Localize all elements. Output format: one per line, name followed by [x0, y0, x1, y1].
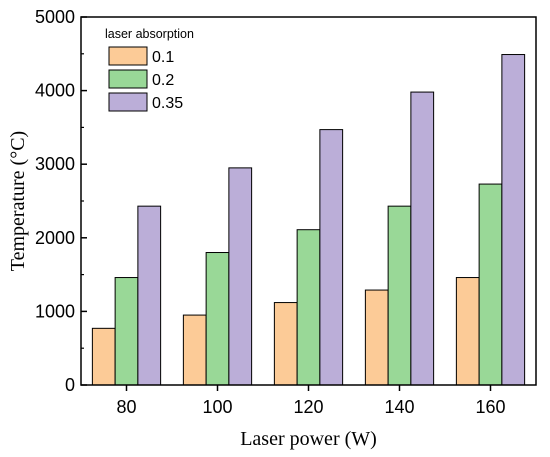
- legend-label-0-35: 0.35: [152, 95, 183, 112]
- y-tick-label-5000: 5000: [35, 7, 75, 27]
- legend-items: 0.1 0.2 0.35: [108, 46, 183, 112]
- bar-0-2-100: [205, 252, 230, 386]
- bar-0-1-160: [455, 277, 480, 386]
- legend: laser absorption 0.1 0.2 0.35: [105, 27, 194, 112]
- bar-0-35-140: [410, 91, 435, 386]
- bar-0-35-80: [137, 205, 162, 386]
- x-axis-title: Laser power (W): [240, 428, 377, 450]
- bar-0-1-100: [182, 314, 207, 386]
- bar-0-35-160: [501, 54, 526, 386]
- y-tick-label-3000: 3000: [35, 154, 75, 174]
- x-tick-label-140: 140: [384, 397, 414, 417]
- x-tick-label-80: 80: [116, 397, 136, 417]
- x-tick-label-120: 120: [293, 397, 323, 417]
- axes-group: 80 100 120 140 160 0 1000 2000 3000 4000 5000: [35, 7, 506, 417]
- bar-0-2-80: [114, 277, 139, 386]
- bar-0-2-140: [387, 205, 412, 386]
- legend-swatch-0-35: [108, 92, 148, 112]
- bar-0-1-120: [273, 302, 298, 386]
- plot-frame: [80, 16, 537, 386]
- bar-0-2-120: [296, 229, 321, 386]
- bar-0-35-100: [228, 167, 253, 386]
- y-tick-label-4000: 4000: [35, 81, 75, 101]
- legend-title: laser absorption: [105, 27, 194, 41]
- legend-label-0-2: 0.2: [152, 72, 174, 89]
- legend-label-0-1: 0.1: [152, 49, 174, 66]
- bar-0-1-140: [364, 289, 389, 386]
- y-axis-title: Temperature (°C): [7, 131, 29, 271]
- bar-0-2-160: [478, 183, 503, 386]
- legend-swatch-0-1: [108, 46, 148, 66]
- bar-0-35-120: [319, 129, 344, 386]
- x-tick-label-160: 160: [475, 397, 505, 417]
- bar-0-1-80: [91, 327, 116, 386]
- y-tick-label-1000: 1000: [35, 301, 75, 321]
- x-tick-label-100: 100: [202, 397, 232, 417]
- legend-swatch-0-2: [108, 69, 148, 89]
- y-tick-label-0: 0: [65, 375, 75, 395]
- y-tick-label-2000: 2000: [35, 228, 75, 248]
